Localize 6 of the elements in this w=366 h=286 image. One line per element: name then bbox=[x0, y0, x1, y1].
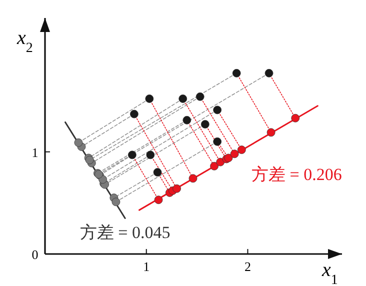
x-tick-label: 2 bbox=[244, 259, 251, 274]
y-tick-label: 0 bbox=[32, 247, 38, 262]
series-label: 方差 = 0.206 bbox=[252, 164, 342, 184]
y-axis-title: x$_{2}$ bbox=[16, 27, 33, 56]
series-label: 方差 = 0.045 bbox=[80, 223, 170, 242]
x-axis-title: x$_{1}$ bbox=[321, 259, 338, 286]
